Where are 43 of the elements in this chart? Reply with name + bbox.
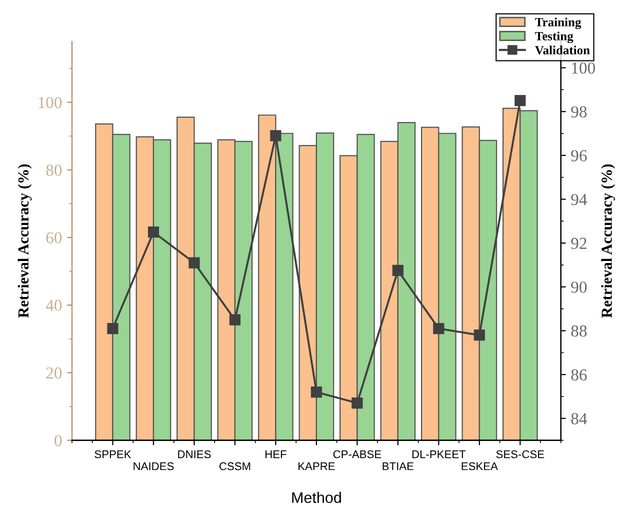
point bbox=[474, 330, 485, 341]
point bbox=[229, 314, 241, 326]
point bbox=[188, 257, 200, 268]
y2-tick-label: 98 bbox=[571, 106, 587, 118]
point bbox=[310, 386, 322, 398]
x-tick-label: SES-CSE bbox=[496, 450, 544, 458]
y-tick-label: 40 bbox=[46, 300, 62, 312]
legend-label: Testing bbox=[535, 32, 574, 44]
y2-tick-label: 90 bbox=[571, 282, 587, 293]
x-axis-title: Method bbox=[292, 492, 341, 504]
x-tick-label: DNIES bbox=[178, 450, 211, 458]
x-tick-label: CSSM bbox=[219, 462, 250, 470]
x-tick-label: BTIAE bbox=[382, 462, 414, 470]
y-axis-title: Retrieval Accuracy (%) bbox=[18, 164, 32, 318]
y2-tick-label: 100 bbox=[572, 62, 595, 74]
y-tick-label: 20 bbox=[46, 367, 62, 379]
y-tick-label: 60 bbox=[46, 232, 62, 244]
y-tick-label: 100 bbox=[38, 96, 62, 108]
x-tick-label: NAIDES bbox=[134, 462, 174, 470]
y-tick-label: 0 bbox=[54, 435, 62, 446]
y2-tick-label: 94 bbox=[571, 194, 588, 206]
point bbox=[392, 264, 404, 276]
y-tick-label: 80 bbox=[46, 164, 62, 176]
x-tick-label: DL-PKEET bbox=[412, 450, 466, 458]
point bbox=[270, 130, 282, 142]
x-tick-label: HEF bbox=[266, 450, 286, 458]
y2-tick-label: 86 bbox=[571, 369, 587, 380]
x-tick-label: CP-ABSE bbox=[333, 450, 382, 458]
y2-tick-label: 88 bbox=[571, 325, 587, 337]
point bbox=[352, 397, 363, 409]
point bbox=[107, 322, 118, 334]
y2-tick-label: 92 bbox=[571, 238, 586, 250]
x-tick-label: SPPEK bbox=[94, 450, 132, 458]
y2-tick-label: 96 bbox=[571, 150, 587, 162]
y2-axis-title: Retrieval Accuracy (%) bbox=[601, 164, 616, 318]
point bbox=[433, 322, 444, 334]
x-tick-label: KAPRE bbox=[298, 462, 335, 470]
legend-label: Training bbox=[535, 18, 582, 30]
point bbox=[148, 226, 160, 238]
legend-label: Validation bbox=[535, 46, 590, 54]
point bbox=[514, 95, 526, 106]
y2-tick-label: 84 bbox=[571, 413, 588, 424]
x-tick-label: ESKEA bbox=[462, 462, 498, 470]
